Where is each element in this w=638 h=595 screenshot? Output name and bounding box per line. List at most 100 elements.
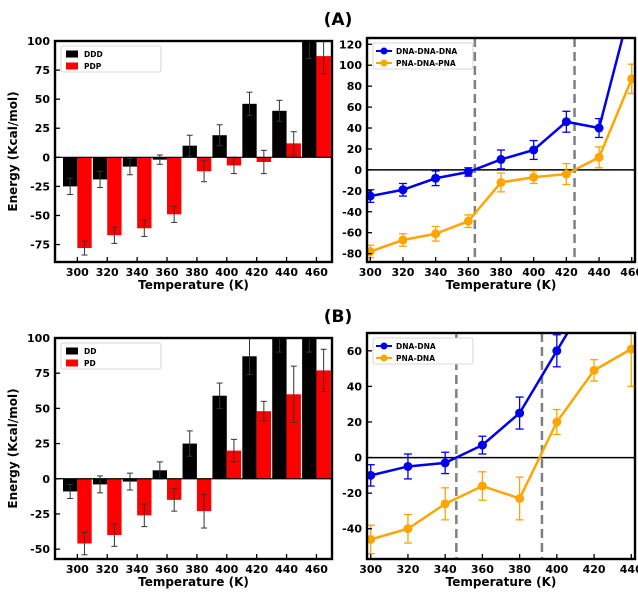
- data-point: [496, 154, 506, 164]
- legend-swatch: [66, 50, 78, 58]
- bar-dd: [242, 356, 257, 479]
- x-tick-label: 400: [215, 563, 238, 576]
- data-point: [552, 417, 562, 427]
- y-tick-label: 100: [27, 35, 50, 48]
- series-line-dna-dna: [370, 333, 569, 477]
- legend-marker: [380, 47, 388, 55]
- x-tick-label: 420: [245, 266, 268, 279]
- x-tick-label: 460: [305, 563, 328, 576]
- y-tick-label: 40: [347, 122, 363, 135]
- bar-pd: [226, 450, 242, 479]
- x-tick-label: 420: [245, 563, 268, 576]
- x-tick-label: 380: [185, 266, 208, 279]
- bar-dd: [272, 338, 287, 479]
- x-tick-label: 360: [156, 563, 179, 576]
- x-tick-label: 440: [620, 563, 638, 576]
- x-tick-label: 400: [545, 563, 568, 576]
- legend-label: PNA-DNA-PNA: [396, 59, 456, 68]
- x-tick-label: 460: [305, 266, 328, 279]
- x-tick-label: 400: [215, 266, 238, 279]
- legend-label: PDP: [84, 62, 102, 71]
- legend-box: [372, 337, 474, 365]
- bar-ddd: [92, 157, 108, 180]
- data-point: [367, 534, 376, 544]
- data-point: [627, 74, 635, 84]
- data-point: [403, 461, 413, 471]
- y-tick-label: -75: [30, 239, 50, 252]
- lines-3: [367, 333, 635, 559]
- x-axis-label: Temperature (K): [138, 278, 249, 292]
- y-tick-label: 60: [347, 345, 363, 358]
- y-tick-label: 50: [35, 402, 51, 415]
- x-tick-label: 440: [275, 563, 298, 576]
- y-tick-label: 60: [347, 101, 363, 114]
- bar-pdp: [316, 56, 331, 158]
- x-tick-label: 400: [522, 266, 545, 279]
- x-tick-label: 340: [424, 266, 447, 279]
- bars-0: [63, 41, 331, 256]
- y-axis-label: Energy (Kcal/mol): [6, 91, 20, 211]
- bar-pd: [107, 478, 122, 536]
- data-point: [367, 470, 376, 480]
- data-point: [561, 169, 571, 179]
- y-tick-label: -80: [342, 248, 362, 261]
- data-point: [561, 117, 571, 127]
- data-point: [594, 123, 604, 133]
- legend-swatch: [66, 347, 78, 355]
- y-tick-label: 0: [354, 452, 362, 465]
- series-line-pna-dna: [370, 347, 632, 541]
- x-tick-label: 460: [620, 266, 638, 279]
- data-point: [403, 524, 413, 534]
- data-point: [626, 344, 635, 354]
- legend-marker: [380, 354, 388, 362]
- bar-ddd: [242, 103, 257, 158]
- y-tick-label: -25: [30, 508, 50, 521]
- bar-pdp: [167, 157, 182, 215]
- x-tick-label: 320: [391, 266, 414, 279]
- data-point: [552, 346, 562, 356]
- x-tick-label: 440: [588, 266, 611, 279]
- panel-label-a: (A): [324, 10, 353, 30]
- legend-box: [60, 45, 162, 73]
- y-tick-label: -40: [342, 206, 362, 219]
- legend-label: DNA-DNA: [396, 342, 436, 351]
- legend-box: [60, 342, 162, 370]
- x-tick-label: 380: [185, 563, 208, 576]
- bar-dd: [302, 338, 317, 479]
- y-tick-label: 0: [42, 473, 50, 486]
- data-point: [627, 0, 636, 7]
- x-tick-label: 320: [396, 563, 419, 576]
- bar-ddd: [302, 41, 317, 158]
- bars-2: [63, 338, 331, 556]
- legend-label: PD: [84, 359, 96, 368]
- x-tick-label: 340: [126, 563, 149, 576]
- x-tick-label: 300: [359, 266, 382, 279]
- y-tick-label: 75: [35, 367, 50, 380]
- data-point: [515, 493, 525, 503]
- y-tick-label: -25: [30, 180, 50, 193]
- y-tick-label: 80: [347, 80, 363, 93]
- x-tick-label: 420: [555, 266, 578, 279]
- data-point: [431, 229, 441, 239]
- plot-frame: [53, 39, 334, 264]
- y-tick-label: 100: [339, 59, 362, 72]
- x-tick-label: 340: [126, 266, 149, 279]
- bar-pd: [137, 478, 152, 516]
- panel-label-b: (B): [324, 307, 353, 327]
- y-tick-label: -50: [30, 543, 50, 556]
- data-point: [431, 173, 441, 183]
- x-tick-label: 380: [490, 266, 513, 279]
- bar-pd: [77, 478, 92, 544]
- bar-ddd: [212, 135, 227, 158]
- legend-marker: [380, 59, 388, 67]
- data-point: [463, 167, 473, 177]
- legend-label: DD: [84, 347, 96, 356]
- data-point: [463, 216, 473, 226]
- x-axis-label: Temperature (K): [138, 575, 249, 589]
- x-axis-label: Temperature (K): [446, 278, 557, 292]
- y-tick-label: 100: [27, 332, 50, 345]
- data-point: [589, 365, 599, 375]
- y-tick-label: 50: [35, 93, 51, 106]
- y-tick-label: 75: [35, 64, 50, 77]
- data-point: [529, 172, 539, 182]
